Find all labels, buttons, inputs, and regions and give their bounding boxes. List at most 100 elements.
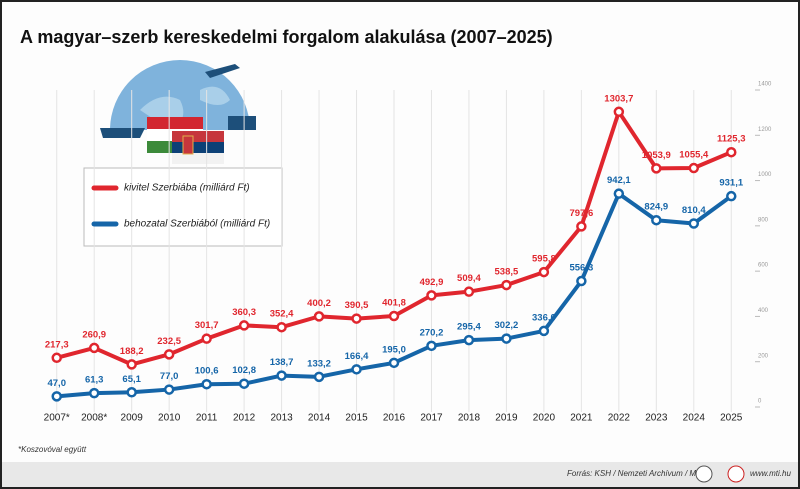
value-label: 65,1 — [122, 374, 141, 385]
value-label: 301,7 — [195, 320, 219, 331]
logo — [727, 465, 745, 483]
value-label: 232,5 — [157, 336, 181, 347]
point — [463, 334, 475, 346]
point — [351, 364, 362, 375]
value-label: 595,8 — [532, 254, 556, 265]
value-label: 931,1 — [719, 178, 743, 189]
y-tick-label: 1200 — [758, 127, 772, 133]
x-tick-label: 2013 — [270, 413, 293, 424]
y-tick-label: 400 — [758, 308, 769, 314]
point — [276, 321, 287, 333]
value-label: 509,4 — [457, 273, 481, 284]
value-label: 100,6 — [195, 366, 219, 377]
legend-label: behozatal Szerbiából (milliárd Ft) — [124, 219, 270, 230]
point — [126, 387, 137, 398]
value-label: 492,9 — [420, 277, 444, 288]
point — [613, 188, 625, 199]
value-label: 824,9 — [644, 202, 668, 213]
y-tick-label: 800 — [758, 217, 769, 223]
x-tick-label: 2020 — [533, 413, 556, 424]
x-tick-label: 2008* — [81, 413, 107, 424]
point — [126, 359, 137, 370]
value-label: 336,0 — [532, 312, 556, 323]
y-tick-label: 200 — [758, 353, 769, 359]
point — [501, 279, 512, 291]
point — [238, 320, 250, 331]
point — [538, 325, 550, 337]
point — [576, 275, 587, 287]
y-tick-label: 600 — [758, 263, 769, 269]
x-tick-label: 2018 — [458, 413, 481, 424]
x-tick-label: 2014 — [308, 413, 331, 424]
point — [51, 352, 62, 364]
point — [426, 340, 437, 352]
x-tick-label: 2019 — [495, 413, 518, 424]
value-label: 217,3 — [45, 339, 69, 350]
value-label: 77,0 — [160, 371, 179, 382]
x-tick-label: 2010 — [158, 413, 181, 424]
value-label: 1053,9 — [642, 150, 671, 161]
x-tick-label: 2017 — [420, 413, 443, 424]
x-tick-label: 2007* — [44, 413, 70, 424]
value-label: 166,4 — [345, 351, 369, 362]
x-tick-label: 2022 — [608, 413, 631, 424]
point — [688, 218, 700, 229]
legend-box — [83, 167, 283, 247]
value-label: 797,6 — [569, 208, 593, 219]
value-label: 942,1 — [607, 175, 631, 186]
value-label: 47,0 — [47, 378, 66, 389]
x-tick-label: 2009 — [121, 413, 144, 424]
point — [726, 146, 737, 158]
point — [313, 371, 325, 383]
value-label: 360,3 — [232, 307, 256, 318]
value-label: 390,5 — [345, 300, 369, 311]
point — [501, 333, 512, 344]
source: Forrás: KSH / Nemzeti Archívum / MTI — [567, 469, 704, 478]
point — [688, 162, 700, 174]
point — [201, 333, 212, 344]
point — [88, 387, 100, 399]
point — [538, 266, 550, 278]
point — [613, 106, 625, 118]
x-tick-label: 2011 — [196, 413, 218, 424]
x-tick-label: 2016 — [383, 413, 406, 424]
point — [351, 313, 362, 324]
chart-title: A magyar–szerb kereskedelmi forgalom ala… — [20, 27, 553, 47]
point — [201, 378, 212, 390]
illustration — [100, 60, 256, 164]
point — [426, 290, 437, 301]
x-tick-label: 2023 — [645, 413, 668, 424]
value-label: 538,5 — [495, 267, 519, 278]
value-label: 260,9 — [82, 329, 106, 340]
value-label: 810,4 — [682, 205, 706, 216]
y-tick-label: 0 — [758, 399, 762, 405]
x-tick-label: 2025 — [720, 413, 743, 424]
point — [651, 163, 662, 174]
y-tick-label: 1000 — [758, 172, 772, 178]
value-label: 1055,4 — [679, 150, 709, 161]
point — [163, 384, 175, 395]
point — [276, 370, 287, 381]
value-label: 295,4 — [457, 322, 481, 333]
legend-label: kivitel Szerbiába (milliárd Ft) — [124, 183, 250, 194]
x-tick-label: 2012 — [233, 413, 256, 424]
value-label: 133,2 — [307, 358, 331, 369]
point — [388, 310, 400, 322]
value-label: 401,8 — [382, 298, 406, 309]
point — [163, 349, 175, 360]
point — [238, 378, 250, 389]
x-tick-label: 2021 — [570, 413, 593, 424]
point — [726, 190, 737, 202]
value-label: 61,3 — [85, 375, 104, 386]
value-label: 556,3 — [569, 263, 593, 274]
point — [651, 214, 662, 226]
value-label: 195,0 — [382, 344, 406, 355]
point — [313, 311, 325, 322]
x-tick-label: 2024 — [683, 413, 706, 424]
value-label: 1303,7 — [604, 93, 633, 104]
y-tick-label: 1400 — [758, 82, 772, 88]
point — [388, 357, 400, 369]
value-label: 1125,3 — [717, 134, 746, 145]
x-tick-label: 2015 — [345, 413, 368, 424]
footer-band — [2, 462, 798, 487]
